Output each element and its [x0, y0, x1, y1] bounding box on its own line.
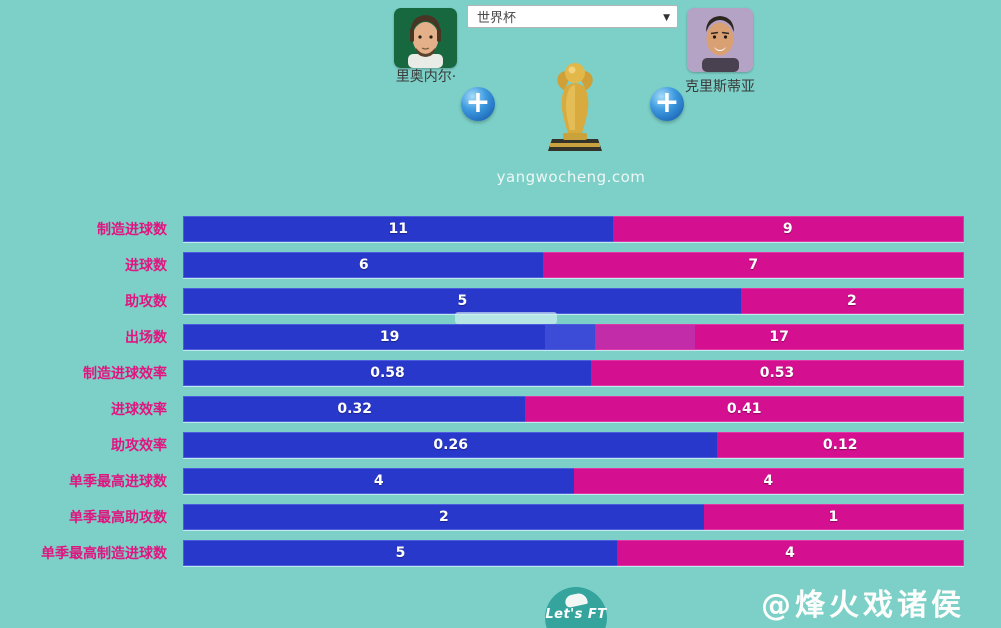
world-cup-trophy-icon: [542, 60, 608, 158]
messi-name: 里奥内尔·: [395, 69, 457, 85]
bar-value: 5: [457, 293, 468, 309]
comparison-bar: 11 9: [183, 216, 964, 242]
selection-artifact: [545, 325, 695, 349]
bar-value: 4: [785, 545, 795, 561]
bar-value: 2: [438, 509, 449, 525]
stat-row: 制造进球效率 0.58 0.53: [0, 360, 964, 386]
stat-row: 助攻数 5 2: [0, 288, 964, 314]
bar-value: 4: [373, 473, 384, 489]
stat-label: 进球效率: [111, 402, 167, 418]
ronaldo-name: 克里斯蒂亚: [685, 79, 755, 95]
comparison-bar: 0.32 0.41: [183, 396, 964, 422]
stat-row: 进球效率 0.32 0.41: [0, 396, 964, 422]
messi-avatar: [394, 8, 457, 68]
bar-left-messi: 11: [183, 216, 613, 242]
bar-right-ronaldo: 2: [740, 288, 964, 314]
stat-label: 单季最高进球数: [69, 474, 167, 490]
bar-value: 0.26: [433, 437, 468, 453]
comparison-chart: 制造进球数 11 9 进球数 6 7 助攻数 5 2 出场数 19 17: [0, 216, 964, 576]
comparison-bar: 4 4: [183, 468, 964, 494]
bar-value: 5: [395, 545, 406, 561]
stat-label: 出场数: [125, 330, 167, 346]
stat-row: 单季最高助攻数 2 1: [0, 504, 964, 530]
bar-left-messi: 0.26: [183, 432, 718, 458]
stat-row: 助攻效率 0.26 0.12: [0, 432, 964, 458]
bar-value: 0.41: [726, 401, 762, 417]
bar-value: 2: [847, 293, 857, 309]
bar-left-messi: 5: [183, 540, 617, 566]
stat-row: 制造进球数 11 9: [0, 216, 964, 242]
stat-row: 单季最高进球数 4 4: [0, 468, 964, 494]
bar-value: 6: [358, 257, 369, 273]
stat-label: 单季最高助攻数: [69, 510, 167, 526]
comparison-bar: 6 7: [183, 252, 964, 278]
bar-right-ronaldo: 4: [616, 540, 964, 566]
comparison-bar: 5 2: [183, 288, 964, 314]
bar-right-ronaldo: 0.12: [717, 432, 964, 458]
bar-left-messi: 2: [183, 504, 704, 530]
add-player-right-button[interactable]: +: [650, 87, 684, 121]
bar-value: 0.32: [337, 401, 372, 417]
lets-ft-logo: Let's FT: [545, 587, 607, 628]
bar-value: 19: [379, 329, 400, 345]
bar-left-messi: 19: [183, 324, 596, 350]
plus-icon: +: [465, 84, 491, 120]
stat-label: 制造进球数: [97, 222, 167, 238]
comparison-bar: 0.26 0.12: [183, 432, 964, 458]
comparison-bar: 2 1: [183, 504, 964, 530]
bar-left-messi: 0.32: [183, 396, 526, 422]
bar-left-messi: 4: [183, 468, 574, 494]
bar-left-messi: 0.58: [183, 360, 592, 386]
watermark: @烽火戏诸侯: [729, 580, 997, 628]
ronaldo-avatar: [687, 8, 753, 72]
site-label: yangwocheng.com: [496, 168, 646, 186]
stat-label: 助攻效率: [111, 438, 167, 454]
logo-text: Let's FT: [545, 607, 607, 622]
bar-value: 0.12: [822, 437, 858, 453]
competition-select[interactable]: 世界杯 ▼: [467, 5, 678, 28]
chevron-down-icon: ▼: [663, 13, 670, 23]
bar-right-ronaldo: 0.41: [525, 396, 964, 422]
comparison-bar: 19 17: [183, 324, 964, 350]
bar-right-ronaldo: 0.53: [591, 360, 964, 386]
stat-label: 助攻数: [125, 294, 167, 310]
hand-icon: [563, 591, 589, 609]
bar-right-ronaldo: 17: [595, 324, 964, 350]
bar-right-ronaldo: 1: [703, 504, 964, 530]
stat-label: 制造进球效率: [83, 366, 167, 382]
stat-label: 进球数: [125, 258, 167, 274]
bar-right-ronaldo: 9: [612, 216, 964, 242]
bar-right-ronaldo: 7: [543, 252, 964, 278]
comparison-bar: 0.58 0.53: [183, 360, 964, 386]
stat-row: 进球数 6 7: [0, 252, 964, 278]
bar-value: 11: [388, 221, 409, 237]
bar-left-messi: 5: [183, 288, 741, 314]
comparison-bar: 5 4: [183, 540, 964, 566]
stat-row: 出场数 19 17: [0, 324, 964, 350]
bar-value: 9: [782, 221, 793, 237]
add-player-left-button[interactable]: +: [461, 87, 495, 121]
competition-select-value: 世界杯: [477, 11, 517, 26]
bar-value: 0.53: [759, 365, 795, 381]
bar-value: 7: [748, 257, 759, 273]
bar-value: 17: [769, 329, 789, 345]
selection-artifact: [455, 312, 557, 324]
bar-value: 0.58: [370, 365, 405, 381]
plus-icon: +: [654, 84, 680, 120]
bar-left-messi: 6: [183, 252, 544, 278]
bar-right-ronaldo: 4: [573, 468, 964, 494]
stat-row: 单季最高制造进球数 5 4: [0, 540, 964, 566]
stat-label: 单季最高制造进球数: [41, 546, 167, 562]
bar-value: 4: [763, 473, 774, 489]
bar-value: 1: [828, 509, 839, 525]
